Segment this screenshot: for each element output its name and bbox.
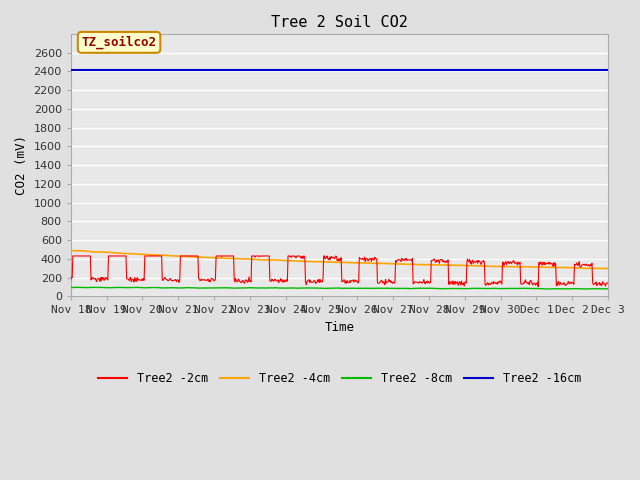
X-axis label: Time: Time [324, 321, 355, 334]
Text: TZ_soilco2: TZ_soilco2 [81, 36, 157, 49]
Y-axis label: CO2 (mV): CO2 (mV) [15, 135, 28, 195]
Title: Tree 2 Soil CO2: Tree 2 Soil CO2 [271, 15, 408, 30]
Legend: Tree2 -2cm, Tree2 -4cm, Tree2 -8cm, Tree2 -16cm: Tree2 -2cm, Tree2 -4cm, Tree2 -8cm, Tree… [93, 368, 586, 390]
